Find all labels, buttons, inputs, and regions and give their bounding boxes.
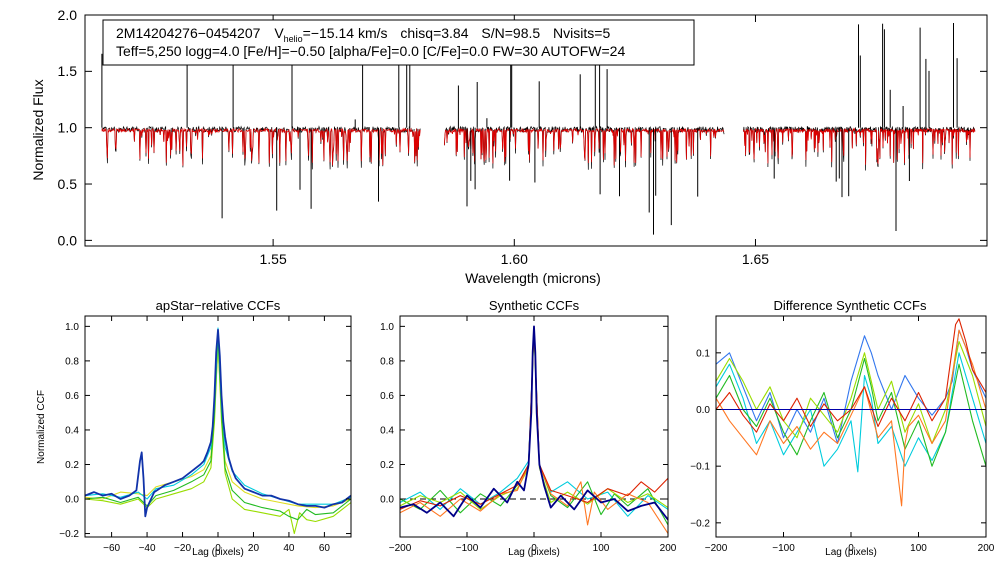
apstar-series-visit-1: [84, 327, 352, 505]
apstar-xtick-label: −20: [174, 543, 191, 554]
synthetic-xlabel: Lag (pixels): [508, 547, 560, 558]
synthetic-ytick-label: 0.0: [380, 495, 394, 506]
apstar-series-visit-4: [84, 343, 352, 509]
apstar-axes: −60 −40 −20 0 20 40 60 −0.2 0.0 0.2 0.4 0.6 0.8 1.0: [59, 316, 351, 554]
difference-series-visit-2: [715, 352, 987, 473]
annotation-box: [102, 19, 695, 66]
difference-ytick-label: −0.1: [690, 462, 710, 473]
difference-xtick-label: −100: [772, 543, 795, 554]
spectrum-model-chip-3: [743, 127, 976, 165]
difference-axes: −200 −100 0 100 200 −0.2 −0.1 0.0 0.1: [690, 316, 995, 554]
synthetic-series-combined: [399, 325, 669, 521]
difference-xlabel: Lag (pixels): [825, 547, 877, 558]
spectrum-xlabel: Wavelength (microns): [465, 270, 601, 286]
spectrum-ylabel: Normalized Flux: [30, 79, 46, 180]
difference-ytick-label: −0.2: [690, 518, 710, 529]
difference-ytick-label: 0.1: [696, 348, 710, 359]
spectrum-model-chip-2: [444, 127, 725, 166]
apstar-xtick-label: 60: [319, 543, 331, 554]
annotation-nvisits: Nvisits=5: [553, 25, 610, 41]
annotation-snr: S/N=98.5: [481, 25, 540, 41]
synthetic-series-visit-5: [399, 325, 669, 510]
apstar-plot-area: [84, 327, 352, 535]
apstar-ytick-label: −0.2: [59, 529, 79, 540]
synthetic-xtick-label: 100: [593, 543, 610, 554]
difference-frame: [715, 315, 987, 538]
difference-series-visit-1: [715, 329, 987, 445]
synthetic-series-visit-3: [399, 329, 669, 510]
synthetic-title: Synthetic CCFs: [489, 298, 580, 313]
synthetic-plot-area: [399, 325, 669, 534]
spectrum-panel: 1.55 1.60 1.65 0.0 0.5 1.0 1.5 2.0 Wavelength (…: [30, 7, 988, 286]
annotation-vhelio-subscript: helio: [284, 34, 303, 44]
apstar-frame: [84, 315, 352, 538]
synthetic-ccf-panel: Synthetic CCFs −200 −100 0 100 200 0.0 0.2 0.4 0…: [380, 298, 677, 558]
synthetic-ytick-label: 0.8: [380, 356, 394, 367]
apstar-xtick-label: −40: [139, 543, 156, 554]
synthetic-ytick-label: 0.2: [380, 460, 394, 471]
spectrum-xtick-label: 1.60: [501, 251, 528, 267]
difference-series-visit-6: [715, 318, 987, 433]
difference-xtick-label: 200: [978, 543, 995, 554]
difference-title: Difference Synthetic CCFs: [774, 298, 927, 313]
annotation-line-1: 2M14204276−0454207 Vhelio=−15.14 km/s ch…: [116, 25, 610, 44]
annotation-vhelio-value: =−15.14 km/s: [303, 25, 388, 41]
synthetic-ytick-label: 1.0: [380, 322, 394, 333]
spectrum-xtick-label: 1.65: [742, 251, 769, 267]
apstar-ytick-label: 1.0: [65, 322, 79, 333]
synthetic-ytick-label: 0.6: [380, 391, 394, 402]
difference-ytick-label: 0.0: [696, 405, 710, 416]
spectrum-ytick-label: 2.0: [58, 7, 78, 23]
apstar-xtick-label: 0: [215, 543, 221, 554]
apstar-ytick-label: 0.0: [65, 495, 79, 506]
apstar-xlabel: Lag (pixels): [192, 547, 244, 558]
apstar-ytick-label: 0.8: [65, 356, 79, 367]
difference-series-visit-3: [715, 357, 987, 467]
apstar-ytick-label: 0.4: [65, 425, 79, 436]
spectrum-annotation: 2M14204276−0454207 Vhelio=−15.14 km/s ch…: [102, 19, 695, 66]
apstar-ytick-label: 0.6: [65, 391, 79, 402]
apstar-series-visit-2: [84, 332, 352, 521]
difference-series-visit-4: [715, 340, 987, 445]
synthetic-xtick-label: −200: [389, 543, 412, 554]
annotation-line-2: Teff=5,250 logg=4.0 [Fe/H]=−0.50 [alpha/…: [116, 43, 625, 59]
synthetic-xtick-label: −100: [456, 543, 479, 554]
annotation-object: 2M14204276−0454207: [116, 25, 261, 41]
difference-plot-area: [715, 318, 987, 507]
apstar-ccf-panel: apStar−relative CCFs −60 −40 −20 0 20 40 60 −0.…: [36, 298, 352, 558]
spectrum-frame: [84, 14, 988, 247]
difference-ccf-panel: Difference Synthetic CCFs −200 −100 0 100 20…: [690, 298, 995, 558]
apstar-xtick-label: 40: [283, 543, 295, 554]
synthetic-axes: −200 −100 0 100 200 0.0 0.2 0.4 0.6 0.8 1.0: [380, 316, 677, 554]
synthetic-xtick-label: 200: [660, 543, 677, 554]
spectrum-xtick-label: 1.55: [259, 251, 286, 267]
synthetic-series-visit-1: [399, 325, 669, 517]
difference-xtick-label: −200: [705, 543, 728, 554]
apstar-series-combined: [84, 328, 352, 518]
spectrum-ytick-label: 0.5: [58, 176, 78, 192]
apstar-xtick-label: −60: [103, 543, 120, 554]
spectrum-model-chip-1: [101, 127, 421, 166]
spectrum-axes: 1.55 1.60 1.65 0.0 0.5 1.0 1.5 2.0: [58, 7, 987, 267]
spectrum-ytick-label: 0.0: [58, 232, 78, 248]
apstar-xtick-label: 20: [248, 543, 260, 554]
difference-xtick-label: 100: [910, 543, 927, 554]
synthetic-frame: [399, 315, 669, 538]
difference-xtick-label: 0: [848, 543, 854, 554]
annotation-vhelio-label: V: [274, 25, 284, 41]
synthetic-ytick-label: 0.4: [380, 425, 394, 436]
apstar-ytick-label: 0.2: [65, 460, 79, 471]
difference-series-visit-5: [715, 329, 987, 507]
spectrum-ytick-label: 1.0: [58, 120, 78, 136]
spectrum-ytick-label: 1.5: [58, 63, 78, 79]
spectrum-observed-chip-1: [101, 125, 421, 170]
apstar-ylabel: Normalized CCF: [36, 390, 47, 464]
synthetic-xtick-label: 0: [531, 543, 537, 554]
annotation-chisq: chisq=3.84: [400, 25, 468, 41]
apstar-title: apStar−relative CCFs: [156, 298, 281, 313]
